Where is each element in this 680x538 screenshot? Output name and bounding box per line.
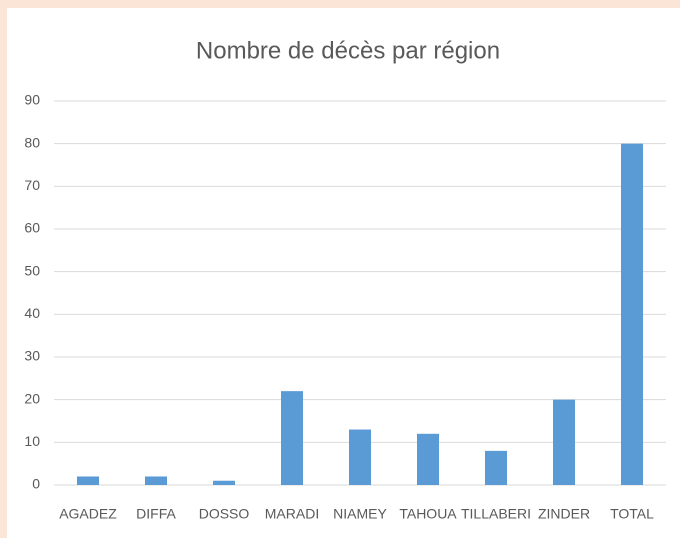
y-tick-label: 0: [32, 476, 40, 492]
y-tick-label: 50: [24, 262, 40, 278]
y-tick-label: 30: [24, 348, 40, 364]
bar: [77, 476, 99, 485]
x-tick-label: DOSSO: [199, 506, 250, 522]
left-border: [0, 0, 7, 538]
bar: [213, 480, 235, 485]
y-tick-label: 10: [24, 433, 40, 449]
x-tick-label: NIAMEY: [333, 506, 387, 522]
y-tick-label: 60: [24, 220, 40, 236]
bar: [485, 450, 507, 485]
bar: [553, 399, 575, 485]
x-tick-label: TILLABERI: [461, 506, 531, 522]
x-tick-label: TOTAL: [610, 506, 654, 522]
y-tick-label: 70: [24, 177, 40, 193]
x-tick-label: DIFFA: [136, 506, 176, 522]
y-tick-label: 80: [24, 134, 40, 150]
bar: [621, 143, 643, 485]
y-tick-label: 20: [24, 390, 40, 406]
bar: [281, 391, 303, 485]
y-tick-label: 90: [24, 92, 40, 108]
top-border: [0, 0, 680, 8]
x-tick-label: TAHOUA: [399, 506, 457, 522]
chart-title: Nombre de décès par région: [196, 37, 500, 64]
bar: [417, 433, 439, 485]
x-tick-label: MARADI: [265, 506, 319, 522]
bar: [349, 429, 371, 485]
x-tick-label: ZINDER: [538, 506, 590, 522]
y-tick-label: 40: [24, 305, 40, 321]
x-tick-label: AGADEZ: [59, 506, 117, 522]
bar: [145, 476, 167, 485]
